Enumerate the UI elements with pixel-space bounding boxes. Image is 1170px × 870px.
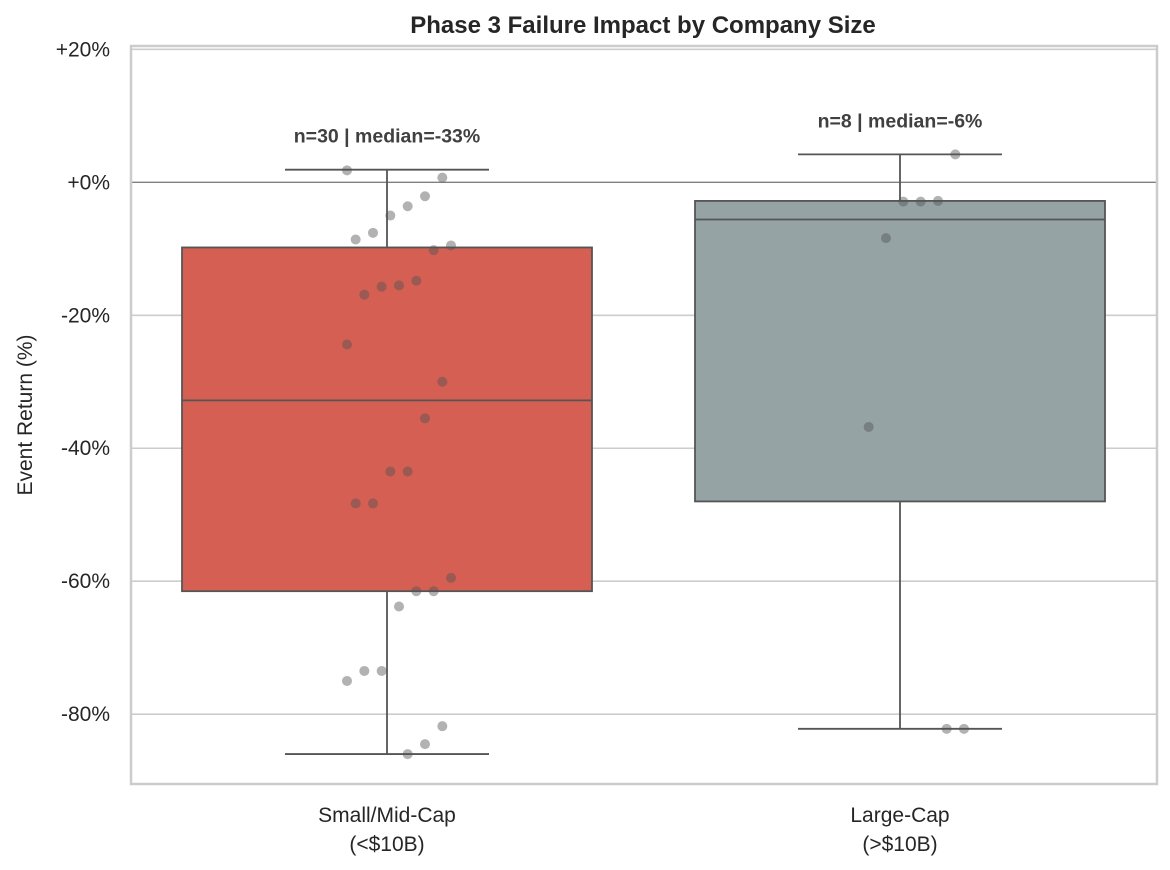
small-mid-cap-point [437, 172, 448, 183]
x-tick-label: (<$10B) [349, 833, 424, 856]
y-axis-ticks: +20% +0% -20% -40% -60% -80% [56, 38, 110, 726]
large-cap-point [915, 196, 926, 207]
x-tick-label: Large-Cap [850, 804, 949, 827]
small-mid-cap-point [376, 281, 387, 292]
small-mid-cap-point [411, 275, 422, 286]
small-mid-cap-point [394, 280, 404, 291]
small-mid-cap-point [446, 240, 456, 251]
small-mid-cap-point [359, 289, 370, 300]
small-mid-cap-point [350, 498, 361, 509]
small-mid-cap-point [342, 675, 352, 686]
x-tick-label: (>$10B) [862, 833, 937, 856]
x-tick-label: Small/Mid-Cap [318, 804, 456, 827]
large-cap-point [898, 196, 909, 207]
small-mid-cap-point [420, 739, 430, 750]
boxes [181, 153, 1106, 755]
small-mid-cap-point [420, 413, 430, 424]
y-tick-label: -80% [61, 703, 110, 726]
large-cap-point [950, 149, 961, 160]
small-mid-cap-point [385, 466, 396, 477]
small-mid-cap-point [368, 498, 378, 509]
large-cap-point [941, 723, 952, 734]
annotations: n=30 | median=-33% n=8 | median=-6% [294, 110, 983, 147]
small-mid-cap-point [428, 586, 439, 597]
large-cap-annotation: n=8 | median=-6% [818, 110, 983, 132]
large-cap-point [863, 421, 874, 432]
small-mid-cap-point [394, 601, 404, 612]
small-mid-cap-point [368, 227, 378, 238]
y-tick-label: -40% [61, 437, 110, 460]
small-mid-cap-point [385, 210, 396, 221]
chart-title: Phase 3 Failure Impact by Company Size [410, 12, 876, 39]
small-mid-cap-point [411, 586, 422, 597]
small-mid-cap-point [402, 749, 413, 760]
small-mid-cap-point [359, 665, 370, 676]
small-mid-cap-point [428, 245, 439, 256]
large-cap-box [694, 200, 1106, 503]
small-mid-cap-box [181, 246, 593, 593]
data-points [342, 149, 969, 760]
large-cap-point [933, 195, 943, 206]
small-mid-cap-point [342, 339, 352, 350]
plot-frame [129, 44, 1159, 786]
large-cap-point [881, 233, 891, 244]
y-tick-label: -20% [61, 304, 110, 327]
y-axis-label: Event Return (%) [14, 334, 37, 495]
large-cap-point [959, 723, 969, 734]
small-mid-cap-annotation: n=30 | median=-33% [294, 126, 480, 148]
y-tick-label: -60% [61, 570, 110, 593]
y-tick-label: +0% [67, 171, 110, 194]
y-tick-label: +20% [56, 38, 110, 61]
small-mid-cap-point [437, 721, 448, 732]
small-mid-cap-point [437, 376, 448, 387]
small-mid-cap-point [350, 234, 361, 245]
small-mid-cap-point [402, 201, 413, 212]
small-mid-cap-point [342, 165, 352, 176]
x-axis-ticks: Small/Mid-Cap (<$10B) Large-Cap (>$10B) [318, 804, 949, 856]
small-mid-cap-point [402, 466, 413, 477]
small-mid-cap-point [376, 665, 387, 676]
small-mid-cap-point [446, 572, 456, 583]
small-mid-cap-point [420, 191, 430, 202]
